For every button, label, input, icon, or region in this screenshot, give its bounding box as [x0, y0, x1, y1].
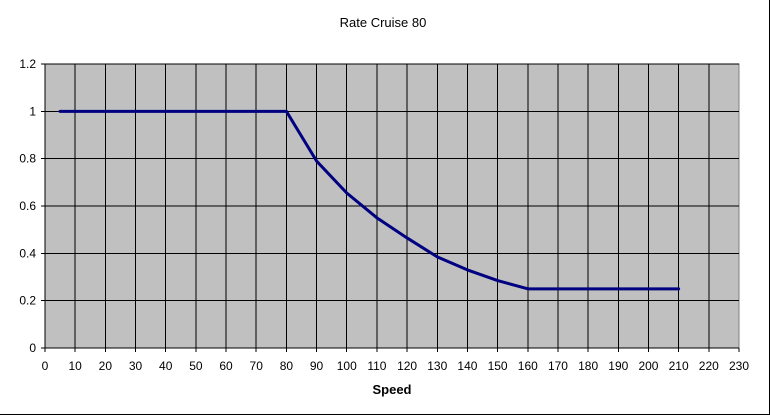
x-tick-label: 120: [397, 359, 417, 373]
x-tick-label: 150: [488, 359, 508, 373]
x-tick-label: 180: [578, 359, 598, 373]
x-tick-label: 0: [42, 359, 49, 373]
x-tick-label: 140: [457, 359, 477, 373]
x-tick-label: 50: [189, 359, 203, 373]
data-point: [677, 287, 680, 291]
y-tick-label: 0.2: [19, 294, 36, 308]
x-tick-label: 210: [669, 359, 689, 373]
x-tick-label: 230: [729, 359, 749, 373]
x-tick-label: 20: [99, 359, 113, 373]
x-tick-label: 170: [548, 359, 568, 373]
x-tick-label: 80: [280, 359, 294, 373]
tick-labels: 0 10 20 30 40 50 60 70 80 90 100 110 120 130 140 150 160…: [19, 57, 749, 373]
data-point: [315, 159, 318, 163]
x-axis-label: Speed: [372, 382, 411, 397]
y-tick-label: 0: [29, 341, 36, 355]
x-tick-label: 70: [250, 359, 264, 373]
x-tick-label: 30: [129, 359, 143, 373]
x-tick-label: 100: [337, 359, 357, 373]
data-point: [345, 191, 348, 195]
data-point: [405, 236, 409, 240]
x-tick-label: 200: [638, 359, 658, 373]
data-point: [586, 287, 590, 291]
data-point: [466, 268, 469, 272]
x-tick-label: 90: [310, 359, 324, 373]
y-tick-label: 1: [29, 104, 36, 118]
data-point: [556, 287, 560, 291]
axes: [41, 63, 740, 352]
data-point: [496, 279, 499, 282]
x-tick-label: 110: [367, 359, 386, 373]
data-point: [647, 287, 650, 291]
data-point: [285, 110, 288, 113]
x-tick-label: 190: [608, 359, 628, 373]
y-tick-label: 0.4: [19, 246, 36, 260]
chart-title: Rate Cruise 80: [340, 15, 427, 30]
data-point: [526, 287, 529, 291]
data-point: [375, 216, 379, 220]
x-tick-label: 10: [68, 359, 82, 373]
series-layer: [58, 109, 681, 291]
y-tick-label: 0.8: [19, 152, 36, 166]
x-tick-label: 60: [219, 359, 233, 373]
data-point: [58, 110, 62, 113]
x-tick-label: 220: [699, 359, 719, 373]
x-tick-label: 130: [427, 359, 447, 373]
y-tick-label: 0.6: [19, 199, 36, 213]
data-point: [617, 287, 620, 291]
x-tick-label: 160: [518, 359, 538, 373]
x-tick-label: 40: [159, 359, 173, 373]
y-tick-label: 1.2: [19, 57, 36, 71]
data-point: [436, 255, 439, 259]
